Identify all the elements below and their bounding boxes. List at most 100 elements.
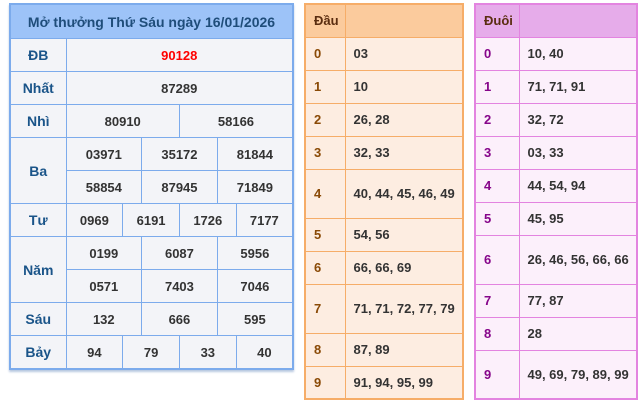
prize-ba: 35172 (141, 137, 218, 171)
prize-ba: 58854 (65, 170, 143, 204)
duoi-digit: 9 (474, 349, 520, 400)
label-db: ĐB (9, 38, 67, 72)
prize-tu: 7177 (235, 203, 294, 237)
dau-row: 5 54, 56 (304, 217, 464, 252)
duoi-digit: 1 (474, 69, 520, 104)
dau-row: 3 32, 33 (304, 135, 464, 170)
dau-digit: 2 (304, 102, 346, 137)
duoi-table: Đuôi 0 10, 40 1 71, 71, 91 2 32, 72 3 03, 33 4 44,… (474, 3, 638, 400)
duoi-row: 3 03, 33 (474, 135, 638, 170)
dau-values: 10 (344, 69, 464, 104)
prize-bay: 40 (235, 335, 294, 370)
duoi-values: 77, 87 (518, 283, 638, 318)
duoi-values: 10, 40 (518, 36, 638, 71)
prize-nam: 0199 (65, 236, 143, 270)
dau-row: 6 66, 66, 69 (304, 250, 464, 285)
label-ba: Ba (9, 137, 67, 204)
dau-row: 7 71, 71, 72, 77, 79 (304, 283, 464, 334)
dau-row: 1 10 (304, 69, 464, 104)
prize-tu: 6191 (122, 203, 180, 237)
prize-ba: 71849 (216, 170, 294, 204)
label-nhi: Nhì (9, 104, 67, 138)
prize-tu: 0969 (65, 203, 124, 237)
prize-nhi: 80910 (65, 104, 180, 138)
dau-values: 71, 71, 72, 77, 79 (344, 283, 464, 334)
label-bay: Bảy (9, 335, 67, 370)
label-sau: Sáu (9, 302, 67, 336)
dau-values: 03 (344, 36, 464, 71)
label-nam: Năm (9, 236, 67, 303)
dau-digit: 4 (304, 168, 346, 219)
dau-values: 91, 94, 95, 99 (344, 365, 464, 400)
duoi-values: 49, 69, 79, 89, 99 (518, 349, 638, 400)
duoi-digit: 5 (474, 201, 520, 236)
prize-tu: 1726 (178, 203, 237, 237)
duoi-values: 03, 33 (518, 135, 638, 170)
duoi-row: 5 45, 95 (474, 201, 638, 236)
dau-table: Đầu 0 03 1 10 2 26, 28 3 32, 33 4 40, 44, 45, 46, … (304, 3, 464, 400)
prize-nam: 6087 (141, 236, 218, 270)
dau-digit: 3 (304, 135, 346, 170)
dau-values: 66, 66, 69 (344, 250, 464, 285)
prize-db: 90128 (65, 38, 294, 72)
duoi-digit: 0 (474, 36, 520, 71)
duoi-row: 8 28 (474, 316, 638, 351)
prize-nam: 5956 (216, 236, 294, 270)
dau-digit: 1 (304, 69, 346, 104)
dau-row: 8 87, 89 (304, 332, 464, 367)
duoi-row: 1 71, 71, 91 (474, 69, 638, 104)
dau-values: 54, 56 (344, 217, 464, 252)
duoi-row: 4 44, 54, 94 (474, 168, 638, 203)
duoi-values: 32, 72 (518, 102, 638, 137)
prize-ba: 87945 (141, 170, 218, 204)
duoi-values: 45, 95 (518, 201, 638, 236)
label-tu: Tư (9, 203, 67, 237)
prize-ba: 03971 (65, 137, 143, 171)
prize-nam: 0571 (65, 269, 143, 303)
dau-values: 32, 33 (344, 135, 464, 170)
dau-row: 2 26, 28 (304, 102, 464, 137)
prize-sau: 595 (216, 302, 294, 336)
dau-header: Đầu (304, 3, 346, 38)
prize-sau: 132 (65, 302, 143, 336)
prize-bay: 94 (65, 335, 124, 370)
prize-sau: 666 (141, 302, 218, 336)
duoi-values: 71, 71, 91 (518, 69, 638, 104)
duoi-values: 44, 54, 94 (518, 168, 638, 203)
duoi-values: 28 (518, 316, 638, 351)
dau-digit: 8 (304, 332, 346, 367)
prize-nam: 7403 (141, 269, 218, 303)
prize-nam: 7046 (216, 269, 294, 303)
duoi-row: 0 10, 40 (474, 36, 638, 71)
dau-values: 40, 44, 45, 46, 49 (344, 168, 464, 219)
duoi-row: 6 26, 46, 56, 66, 66 (474, 234, 638, 285)
dau-row: 4 40, 44, 45, 46, 49 (304, 168, 464, 219)
duoi-header: Đuôi (474, 3, 520, 38)
duoi-digit: 8 (474, 316, 520, 351)
duoi-values: 26, 46, 56, 66, 66 (518, 234, 638, 285)
prize-ba: 81844 (216, 137, 294, 171)
label-nhat: Nhất (9, 71, 67, 105)
duoi-digit: 3 (474, 135, 520, 170)
dau-digit: 6 (304, 250, 346, 285)
duoi-digit: 4 (474, 168, 520, 203)
dau-values: 87, 89 (344, 332, 464, 367)
prize-bay: 79 (122, 335, 180, 370)
prize-bay: 33 (178, 335, 237, 370)
duoi-row: 9 49, 69, 79, 89, 99 (474, 349, 638, 400)
dau-digit: 5 (304, 217, 346, 252)
dau-row: 9 91, 94, 95, 99 (304, 365, 464, 400)
results-table: Mở thưởng Thứ Sáu ngày 16/01/2026 ĐB 9012… (9, 3, 294, 370)
results-title: Mở thưởng Thứ Sáu ngày 16/01/2026 (9, 3, 294, 39)
dau-values: 26, 28 (344, 102, 464, 137)
duoi-digit: 6 (474, 234, 520, 285)
dau-digit: 7 (304, 283, 346, 334)
duoi-row: 7 77, 87 (474, 283, 638, 318)
prize-nhat: 87289 (65, 71, 294, 105)
duoi-digit: 7 (474, 283, 520, 318)
duoi-row: 2 32, 72 (474, 102, 638, 137)
dau-row: 0 03 (304, 36, 464, 71)
dau-digit: 9 (304, 365, 346, 400)
prize-nhi: 58166 (178, 104, 294, 138)
dau-digit: 0 (304, 36, 346, 71)
